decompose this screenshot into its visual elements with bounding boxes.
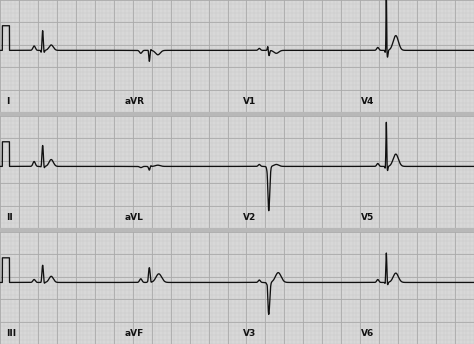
Text: V5: V5 <box>361 213 374 222</box>
Text: II: II <box>6 213 13 222</box>
Text: I: I <box>6 97 9 106</box>
Text: aVL: aVL <box>124 213 143 222</box>
Text: V3: V3 <box>243 330 256 338</box>
Text: aVF: aVF <box>124 330 144 338</box>
Text: aVR: aVR <box>124 97 145 106</box>
Text: V2: V2 <box>243 213 256 222</box>
Text: V6: V6 <box>361 330 374 338</box>
Text: V4: V4 <box>361 97 375 106</box>
Text: III: III <box>6 330 16 338</box>
Text: V1: V1 <box>243 97 256 106</box>
